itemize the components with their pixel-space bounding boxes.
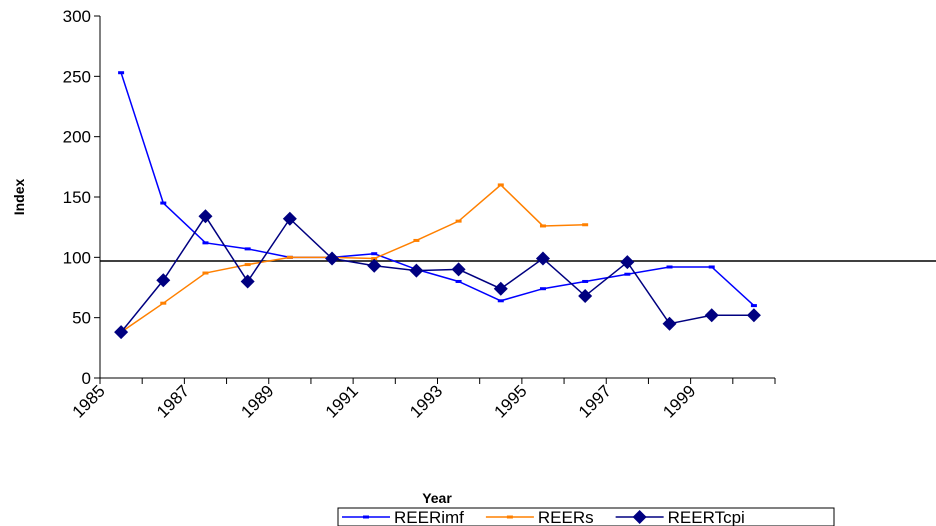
- series-line: [120, 183, 586, 333]
- marker: [539, 224, 546, 228]
- marker: [497, 183, 504, 187]
- marker: [497, 299, 504, 303]
- marker: [114, 325, 129, 340]
- x-tick-label: 1999: [659, 381, 699, 421]
- marker: [240, 274, 255, 289]
- legend-label: REERimf: [394, 508, 464, 526]
- marker: [325, 251, 340, 266]
- marker: [582, 279, 589, 283]
- marker: [363, 515, 369, 519]
- y-tick-label: 200: [63, 128, 91, 147]
- marker: [118, 71, 125, 75]
- marker: [582, 223, 589, 227]
- y-tick-label: 250: [63, 67, 91, 86]
- marker: [198, 209, 213, 224]
- y-tick-label: 50: [72, 309, 91, 328]
- marker: [535, 251, 550, 266]
- marker: [708, 265, 715, 269]
- series-line: [120, 72, 755, 307]
- x-tick-label: 1991: [322, 381, 362, 421]
- marker: [286, 255, 293, 259]
- marker: [704, 308, 719, 323]
- marker: [367, 258, 382, 273]
- marker: [662, 316, 677, 331]
- x-tick-label: 1987: [153, 381, 193, 421]
- marker: [746, 308, 761, 323]
- marker: [455, 219, 462, 223]
- marker: [750, 304, 757, 308]
- marker: [244, 263, 251, 267]
- y-tick-label: 300: [63, 7, 91, 26]
- marker: [156, 273, 171, 288]
- x-tick-label: 1997: [575, 381, 615, 421]
- marker: [160, 201, 167, 205]
- legend-label: REERTcpi: [668, 508, 745, 526]
- marker: [413, 238, 420, 242]
- marker: [409, 263, 424, 278]
- marker: [506, 515, 513, 519]
- series-line: [120, 214, 754, 333]
- marker: [632, 510, 647, 524]
- marker: [666, 265, 673, 269]
- x-tick-label: 1995: [491, 381, 531, 421]
- x-tick-label: 1985: [69, 381, 109, 421]
- marker: [578, 288, 593, 303]
- marker: [539, 287, 546, 291]
- y-tick-label: 100: [63, 248, 91, 267]
- legend-box: [337, 507, 835, 526]
- marker: [493, 281, 508, 296]
- y-tick-label: 0: [82, 369, 91, 388]
- marker: [451, 262, 466, 277]
- x-tick-label: 1989: [237, 381, 277, 421]
- marker: [202, 241, 209, 245]
- marker: [202, 271, 209, 275]
- x-tick-label: 1993: [406, 381, 446, 421]
- x-axis-label: Year: [422, 490, 452, 506]
- y-axis-label: Index: [11, 179, 27, 216]
- marker: [244, 247, 251, 251]
- marker: [160, 301, 167, 305]
- marker: [620, 255, 635, 270]
- y-tick-label: 150: [63, 188, 91, 207]
- marker: [624, 272, 631, 276]
- marker: [371, 257, 378, 261]
- marker: [371, 252, 378, 256]
- legend: REERimf REERs REERTcpi: [337, 507, 835, 526]
- marker: [455, 279, 462, 283]
- legend-label: REERs: [538, 508, 594, 526]
- marker: [282, 211, 297, 226]
